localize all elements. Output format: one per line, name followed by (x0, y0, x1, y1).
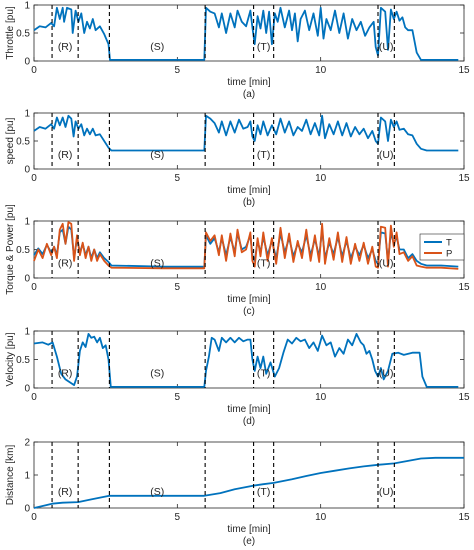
x-tick-label: 15 (458, 392, 470, 403)
series-line-0 (33, 456, 464, 509)
y-tick-label: 1 (24, 217, 30, 228)
x-tick-label: 5 (175, 512, 181, 523)
x-tick-label: 0 (31, 512, 37, 523)
x-tick-label: 5 (175, 65, 181, 76)
y-tick-label: 0 (24, 165, 30, 176)
panel-3: 0 5 10 15 0 0.5 1 (R) (S) (T) (U) time [min](d) Velo… (5, 327, 470, 428)
x-tick-label: 0 (31, 173, 37, 184)
series-line-P (33, 221, 459, 270)
y-tick-label: 1 (24, 1, 30, 12)
x-axis-label: time [min] (227, 294, 271, 305)
event-label: (U) (379, 258, 394, 270)
x-axis-label: time [min] (227, 77, 271, 88)
legend-label: T (446, 238, 452, 249)
x-tick-label: 5 (175, 392, 181, 403)
x-tick-label: 5 (175, 173, 181, 184)
event-label: (U) (379, 486, 394, 498)
x-tick-label: 15 (458, 512, 470, 523)
event-label: (R) (58, 41, 73, 53)
x-tick-label: 10 (315, 512, 327, 523)
y-axis-label: Throttle [pu] (5, 6, 16, 60)
x-axis-label: time [min] (227, 524, 271, 535)
x-tick-label: 10 (315, 65, 327, 76)
event-label: (S) (150, 368, 164, 380)
y-tick-label: 0 (24, 274, 30, 285)
panel-1: 0 5 10 15 0 0.5 1 (R) (S) (T) (U) time [min](b) spee… (5, 109, 470, 209)
x-tick-label: 0 (31, 65, 37, 76)
event-label: (R) (58, 486, 73, 498)
legend-label: P (446, 249, 452, 260)
legend: TP (419, 233, 465, 261)
plot-frame (33, 112, 465, 170)
event-label: (S) (150, 41, 164, 53)
event-label: (U) (379, 368, 394, 380)
panel-caption: (c) (243, 306, 255, 317)
panel-caption: (d) (243, 416, 255, 427)
y-tick-label: 0.5 (16, 137, 30, 148)
event-label: (T) (257, 41, 270, 53)
x-tick-label: 15 (458, 65, 470, 76)
y-tick-label: 0.5 (16, 355, 30, 366)
event-label: (U) (379, 149, 394, 161)
series-line-0 (33, 333, 459, 388)
y-axis-label: speed [pu] (5, 117, 16, 164)
x-tick-label: 10 (315, 173, 327, 184)
x-axis-label: time [min] (227, 185, 271, 196)
y-tick-label: 2 (24, 438, 30, 449)
panel-caption: (e) (243, 536, 255, 547)
y-tick-label: 0 (24, 57, 30, 68)
event-label: (T) (257, 149, 270, 161)
x-tick-label: 5 (175, 282, 181, 293)
y-tick-label: 0 (24, 504, 30, 515)
x-tick-label: 0 (31, 392, 37, 403)
x-tick-label: 15 (458, 173, 470, 184)
panel-0: 0 5 10 15 0 0.5 1 (R) (S) (T) (U) time [min](a) Thro… (5, 1, 470, 101)
event-label: (S) (150, 149, 164, 161)
event-label: (R) (58, 258, 73, 270)
panel-caption: (b) (243, 197, 255, 208)
event-label: (S) (150, 486, 164, 498)
y-tick-label: 0.5 (16, 245, 30, 256)
legend-box (419, 233, 465, 261)
event-label: (U) (379, 41, 394, 53)
event-label: (T) (257, 486, 270, 498)
y-axis-label: Distance [km] (5, 444, 16, 505)
panel-4: 0 5 10 15 0 1 2 (R) (S) (T) (U) time [min](e) Distan… (5, 438, 470, 548)
y-tick-label: 0 (24, 384, 30, 395)
event-label: (R) (58, 368, 73, 380)
y-tick-label: 1 (24, 327, 30, 338)
event-label: (T) (257, 368, 270, 380)
event-label: (S) (150, 258, 164, 270)
x-tick-label: 15 (458, 282, 470, 293)
y-tick-label: 1 (24, 471, 30, 482)
series-line-0 (33, 6, 459, 61)
y-axis-label: Velocity [pu] (5, 332, 16, 386)
x-tick-label: 0 (31, 282, 37, 293)
event-label: (T) (257, 258, 270, 270)
panel-caption: (a) (243, 89, 255, 100)
y-tick-label: 0.5 (16, 29, 30, 40)
x-tick-label: 10 (315, 282, 327, 293)
y-tick-label: 1 (24, 109, 30, 120)
x-tick-label: 10 (315, 392, 327, 403)
event-label: (R) (58, 149, 73, 161)
y-axis-label: Torque & Power [pu] (5, 204, 16, 295)
x-axis-label: time [min] (227, 404, 271, 415)
